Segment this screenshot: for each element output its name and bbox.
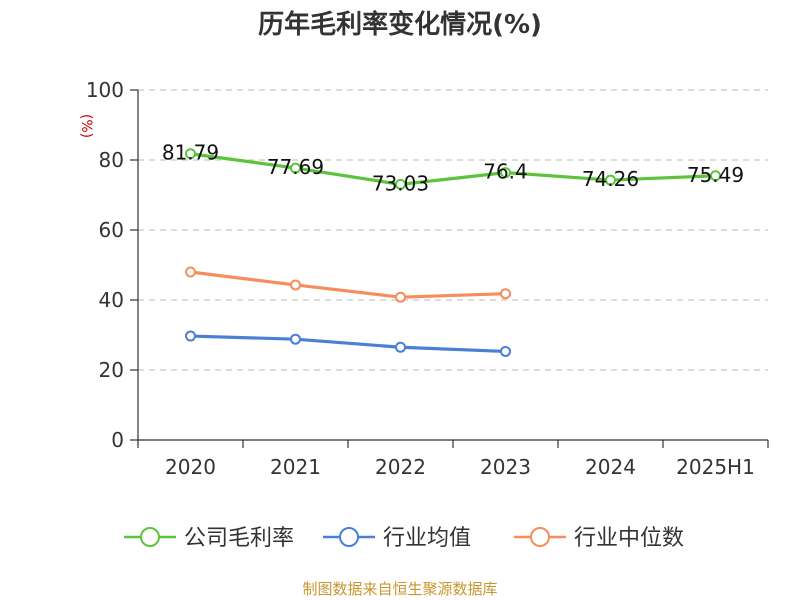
grid-lines [138,89,768,371]
y-tick-label: 80 [99,148,124,172]
legend: 公司毛利率 行业均值 行业中位数 [124,526,684,551]
x-tick-label: 2025H1 [676,455,755,479]
x-tick-label: 2023 [480,455,531,479]
data-label: 76.4 [483,160,528,184]
legend-marker-icon [530,527,550,547]
legend-item[interactable]: 行业中位数 [514,526,684,551]
legend-marker-icon [140,527,160,547]
x-tick-label: 2022 [375,455,426,479]
legend-label: 行业均值 [383,526,471,551]
source-note: 制图数据来自恒生聚源数据库 [302,580,497,598]
chart-title: 历年毛利率变化情况(%) [258,9,542,40]
x-tick-label: 2021 [270,455,321,479]
legend-label: 公司毛利率 [184,526,294,551]
y-tick-label: 40 [99,288,124,312]
data-point [185,148,196,160]
data-point [500,167,511,179]
data-point [290,333,301,345]
data-label: 73.03 [372,171,429,195]
data-point [395,178,406,190]
data-point [185,266,196,278]
data-label: 81.79 [162,141,219,165]
series-layer [185,148,721,357]
series-3 [185,266,511,303]
x-axis-ticks: 2020 2021 2022 2023 2024 2025H1 [165,455,755,479]
data-point [500,345,511,357]
legend-item[interactable]: 公司毛利率 [124,526,294,551]
series-line [188,270,508,299]
x-tick-label: 2020 [165,455,216,479]
legend-item[interactable]: 行业均值 [323,526,471,551]
data-point [500,288,511,300]
y-axis-unit-label: (%) [78,114,94,138]
series-line [188,334,508,354]
data-point [290,279,301,291]
y-axis-ticks: 0 20 40 60 80 100 [86,78,124,452]
axes [130,89,769,448]
y-tick-label: 60 [99,218,124,242]
y-tick-label: 0 [111,428,124,452]
data-point [290,162,301,174]
data-point [710,170,721,182]
data-point [185,330,196,342]
y-tick-label: 100 [86,78,124,102]
legend-label: 行业中位数 [574,526,684,551]
data-point [395,291,406,303]
data-label: 74.26 [582,167,639,191]
data-label: 75.49 [687,163,744,187]
series-1 [185,148,721,190]
series-2 [185,330,511,357]
data-label: 77.69 [267,155,324,179]
data-point [395,341,406,353]
data-point [605,174,616,186]
legend-marker-icon [339,527,359,547]
x-tick-label: 2024 [585,455,636,479]
series-line [188,152,718,186]
y-tick-label: 20 [99,358,124,382]
data-labels: 81.79 77.69 73.03 76.4 74.26 75.49 [162,141,744,196]
